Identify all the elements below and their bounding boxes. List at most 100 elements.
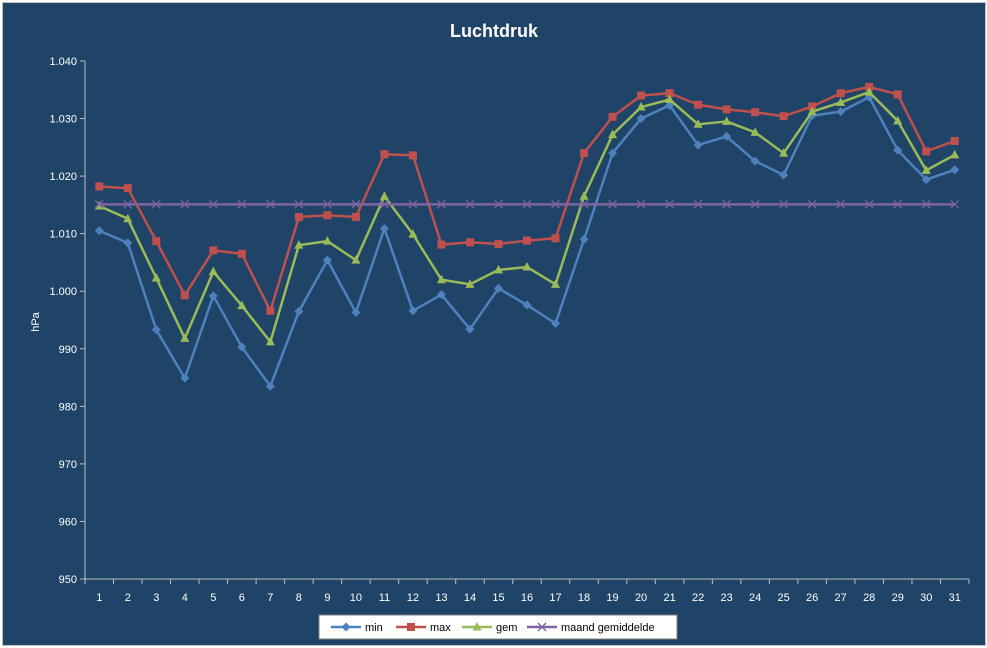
data-point-maand-gemiddelde [379, 199, 389, 209]
x-tick-label: 10 [350, 592, 362, 604]
data-point-min [950, 165, 960, 175]
data-point-max [437, 240, 446, 249]
data-point-max [523, 236, 531, 245]
data-point-gem [608, 129, 618, 139]
data-point-maand-gemiddelde-stroke [750, 199, 760, 209]
data-point-maand-gemiddelde-stroke [436, 199, 446, 209]
data-point-maand-gemiddelde-stroke [494, 199, 503, 209]
data-point-maand-gemiddelde [722, 199, 732, 209]
data-point-maand-gemiddelde [807, 199, 817, 209]
data-point-gem [322, 236, 332, 245]
data-point-min [237, 342, 247, 352]
data-point-maand-gemiddelde [950, 199, 960, 209]
data-point-maand-gemiddelde [322, 199, 332, 209]
data-point-maand-gemiddelde [265, 199, 275, 209]
data-point-gem [864, 87, 874, 96]
data-point-maand-gemiddelde [636, 199, 646, 209]
data-point-maand-gemiddelde [693, 199, 703, 209]
data-point-maand-gemiddelde-stroke [950, 199, 960, 209]
data-point-gem [836, 97, 846, 106]
data-point-min [893, 145, 903, 155]
y-tick-label: 960 [59, 516, 77, 528]
data-point-maand-gemiddelde-stroke [94, 199, 104, 209]
y-tick-label: 1.040 [49, 56, 77, 68]
data-point-max [294, 212, 303, 221]
legend-swatch-marker [472, 622, 482, 631]
x-tick-label: 15 [492, 592, 504, 604]
legend-label: maand gemiddelde [561, 622, 655, 634]
data-point-max [665, 89, 674, 98]
data-point-max [779, 112, 788, 121]
data-point-min [351, 308, 361, 318]
data-point-maand-gemiddelde [180, 199, 190, 209]
data-point-max [237, 249, 246, 258]
chart-svg: 950 960 970 980 990 1.000 1.010 1.020 1.030 1.040… [30, 56, 970, 640]
data-point-gem [265, 336, 275, 346]
x-tick-label: 31 [949, 592, 961, 604]
data-point-maand-gemiddelde [294, 199, 304, 209]
data-point-max [836, 89, 845, 98]
data-point-gem [893, 115, 903, 125]
data-point-max [123, 184, 132, 193]
data-point-maand-gemiddelde [408, 199, 418, 209]
data-point-max [865, 82, 874, 91]
y-tick-label: 1.020 [49, 171, 77, 183]
data-point-gem [436, 274, 446, 284]
data-point-max [408, 151, 417, 160]
data-point-maand-gemiddelde-stroke [208, 199, 218, 209]
data-point-maand-gemiddelde [864, 199, 874, 209]
x-tick-label: 20 [635, 592, 647, 604]
legend-swatch-marker [537, 622, 547, 632]
data-point-min [379, 223, 389, 233]
data-point-gem [493, 264, 503, 274]
series-line-max [99, 85, 956, 313]
data-point-maand-gemiddelde [151, 199, 161, 209]
data-point-maand-gemiddelde-stroke [579, 199, 589, 209]
data-point-min [151, 325, 161, 335]
y-tick-label: 1.010 [49, 229, 77, 241]
data-point-min [836, 107, 846, 117]
data-point-maand-gemiddelde [836, 199, 846, 209]
data-point-maand-gemiddelde-stroke [722, 199, 732, 209]
data-point-min [265, 381, 275, 391]
data-point-min [436, 290, 446, 300]
data-point-max [494, 240, 503, 249]
x-tick-label: 5 [210, 592, 216, 604]
data-point-gem [465, 279, 475, 288]
x-tick-label: 29 [892, 592, 904, 604]
data-point-maand-gemiddelde-stroke [294, 199, 304, 209]
x-tick-label: 18 [578, 592, 590, 604]
legend-label: min [365, 622, 383, 634]
data-point-min [693, 140, 703, 150]
data-point-maand-gemiddelde [608, 199, 618, 209]
data-point-max [323, 211, 332, 220]
data-point-min [180, 373, 190, 383]
y-tick-label: 950 [59, 574, 77, 586]
data-point-min [921, 175, 931, 185]
data-point-min [294, 306, 304, 316]
data-point-min [579, 234, 589, 244]
legend-swatch-marker [341, 622, 351, 632]
data-point-maand-gemiddelde [465, 199, 475, 209]
x-tick-label: 16 [521, 592, 533, 604]
data-point-min [94, 226, 104, 236]
data-point-max [380, 150, 389, 159]
data-point-maand-gemiddelde-stroke [551, 199, 560, 209]
data-point-max [152, 237, 161, 246]
y-axis-title: hPa [30, 311, 42, 331]
x-tick-label: 30 [920, 592, 932, 604]
data-point-min [722, 131, 732, 141]
data-point-gem [379, 191, 389, 200]
data-point-max [922, 147, 931, 156]
data-point-gem [294, 240, 304, 249]
data-point-max [694, 100, 703, 109]
data-point-gem [722, 116, 732, 125]
data-point-min [408, 306, 418, 316]
data-point-max [580, 149, 589, 158]
data-point-maand-gemiddelde-stroke [180, 199, 190, 209]
data-point-gem [551, 279, 561, 288]
x-tick-label: 14 [464, 592, 476, 604]
data-point-gem [950, 149, 960, 159]
x-tick-label: 1 [96, 592, 102, 604]
